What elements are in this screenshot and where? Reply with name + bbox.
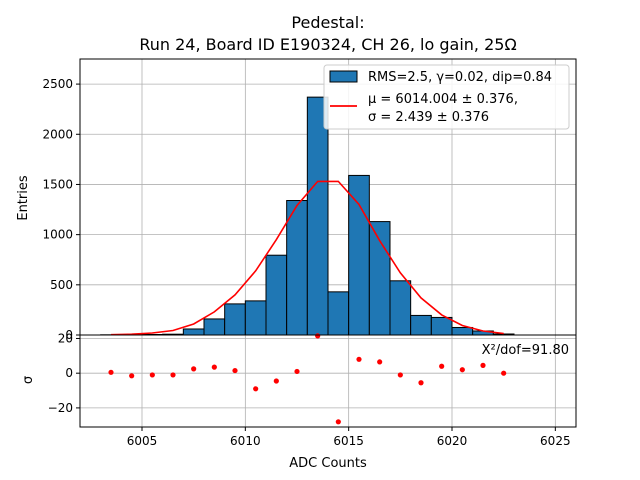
y-tick-label: 2000 — [42, 127, 73, 141]
histogram-bar — [430, 316, 453, 336]
residual-point — [335, 419, 341, 425]
residual-point — [459, 367, 465, 373]
x-tick-label: 6020 — [437, 434, 468, 448]
y-tick-label: 1500 — [42, 177, 73, 191]
chart-title-line1: Pedestal: — [291, 13, 364, 32]
residual-point — [191, 366, 197, 372]
residual-plot-area — [80, 335, 576, 427]
y-tick-label: 1000 — [42, 228, 73, 242]
residual-y-axis-label: σ — [21, 376, 36, 384]
y-tick-label: 20 — [58, 331, 73, 345]
histogram-bar — [203, 318, 226, 336]
histogram-bar — [306, 96, 329, 336]
legend-box — [323, 64, 570, 130]
histogram-bar — [389, 280, 412, 336]
y-tick-label: 0 — [65, 328, 73, 342]
residual-point — [149, 372, 155, 378]
residual-point — [232, 367, 238, 374]
histogram-bar — [451, 326, 474, 336]
histogram-bar — [368, 221, 391, 336]
histogram-bar — [224, 303, 246, 336]
residual-point — [170, 372, 176, 378]
residual-point — [501, 370, 507, 376]
residual-point — [480, 362, 486, 368]
residual-point — [273, 378, 279, 384]
residual-point — [418, 380, 424, 386]
fit-line — [110, 180, 504, 336]
residual-point — [397, 372, 403, 378]
histogram-bar — [244, 300, 267, 336]
residual-point — [211, 364, 217, 370]
residual-point — [253, 386, 259, 392]
residual-frame — [79, 334, 577, 428]
histogram-bar — [182, 328, 205, 336]
legend-histogram-label: RMS=2.5, γ=0.02, dip=0.84 — [368, 70, 552, 85]
legend-fit-label-line1: μ = 6014.004 ± 0.376, — [368, 92, 518, 107]
chart-title-line2: Run 24, Board ID E190324, CH 26, lo gain… — [139, 35, 516, 54]
histogram-bar — [327, 291, 350, 336]
histogram-bar — [286, 200, 308, 336]
legend-fit-label-line2: σ = 2.439 ± 0.376 — [368, 110, 489, 125]
histogram-y-axis-label: Entries — [16, 175, 31, 221]
residual-point — [356, 356, 362, 362]
y-tick-label: −20 — [48, 401, 73, 415]
y-tick-label: 500 — [50, 278, 73, 292]
y-tick-label: 2500 — [42, 77, 73, 91]
y-tick-label: 0 — [65, 366, 73, 380]
x-tick-label: 6015 — [333, 434, 364, 448]
x-tick-label: 6010 — [230, 434, 261, 448]
residual-point — [294, 368, 300, 375]
x-tick-label: 6025 — [540, 434, 571, 448]
chi2-annotation: X²/dof=91.80 — [482, 343, 569, 358]
x-tick-label: 6005 — [127, 434, 158, 448]
histogram-bar — [265, 254, 288, 336]
residual-point — [377, 359, 383, 365]
histogram-bar — [410, 314, 432, 336]
residual-point — [108, 369, 114, 375]
legend: RMS=2.5, γ=0.02, dip=0.84 μ = 6014.004 ±… — [323, 64, 570, 130]
residual-point — [129, 373, 135, 379]
histogram-bar — [348, 174, 370, 336]
x-axis-label: ADC Counts — [289, 456, 367, 471]
legend-histogram-swatch — [329, 70, 358, 83]
residual-point — [439, 363, 445, 369]
residual-point — [315, 333, 321, 339]
